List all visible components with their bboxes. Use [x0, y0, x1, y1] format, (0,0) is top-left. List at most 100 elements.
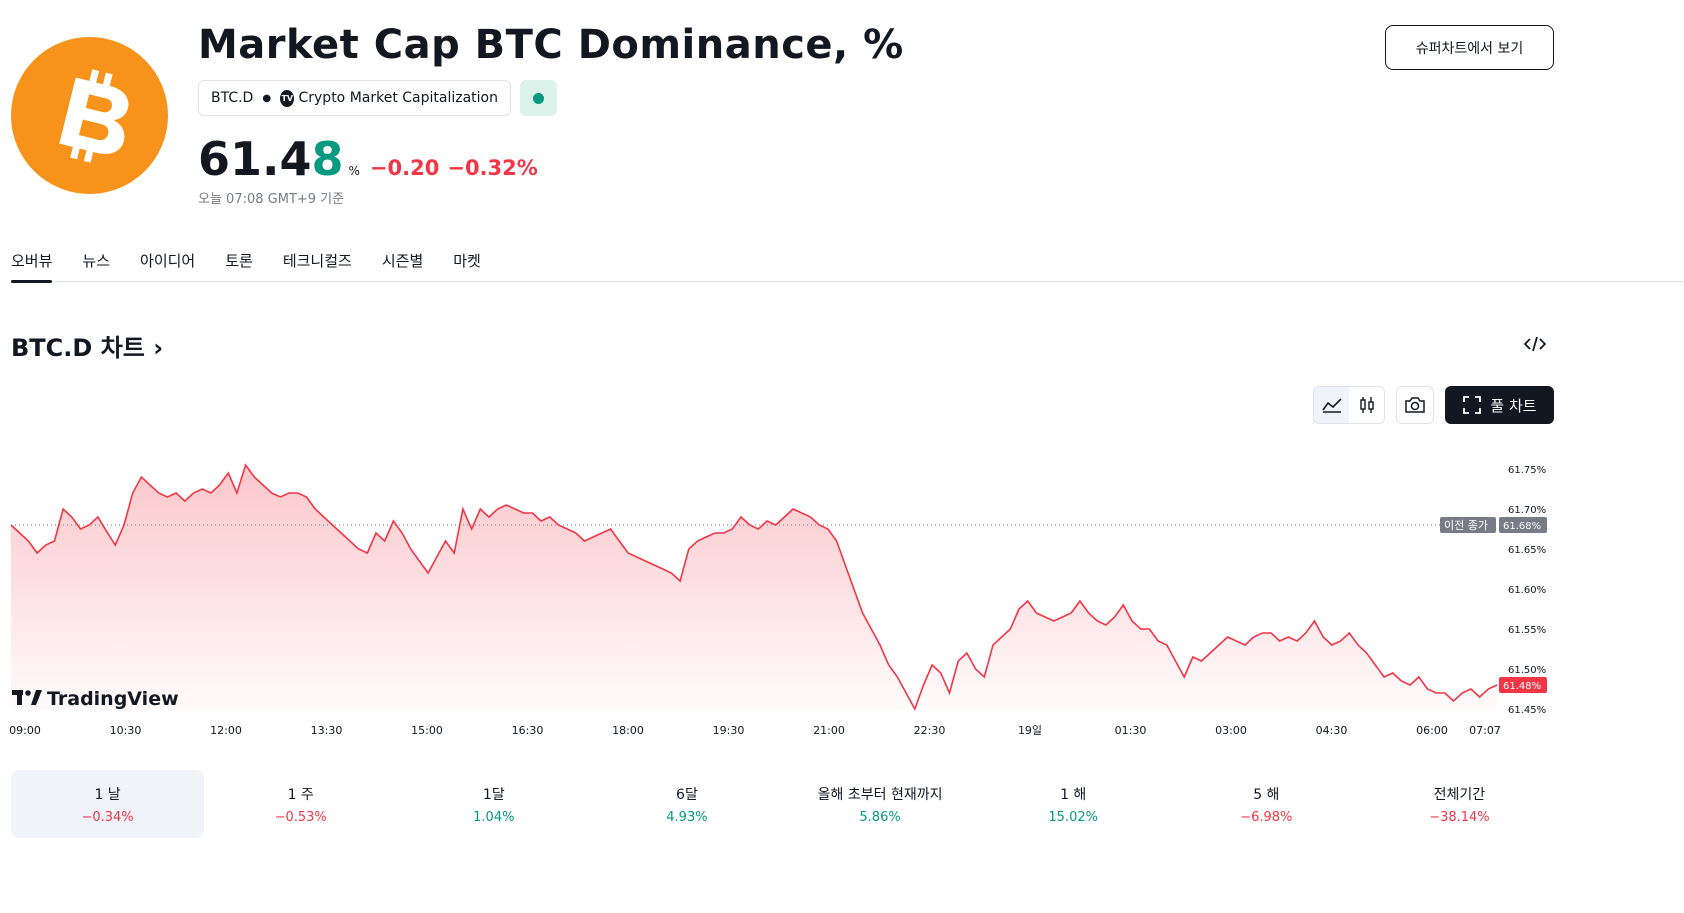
price-area-fill [11, 465, 1497, 710]
x-tick-label: 19:30 [713, 724, 745, 737]
period-1w[interactable]: 1 주 −0.53% [204, 770, 397, 838]
page-title: Market Cap BTC Dominance, % [198, 22, 904, 68]
price-unit: % [348, 164, 360, 178]
period-1y[interactable]: 1 해 15.02% [977, 770, 1170, 838]
tab-ideas[interactable]: 아이디어 [140, 252, 196, 270]
camera-icon [1405, 397, 1425, 413]
tradingview-brand[interactable]: TradingView [12, 688, 179, 710]
full-chart-label: 풀 차트 [1490, 396, 1537, 415]
period-label: 전체기간 [1433, 786, 1486, 803]
tab-markets[interactable]: 마켓 [453, 252, 481, 270]
x-tick-label: 15:00 [411, 724, 443, 737]
candles-chart-button[interactable] [1349, 387, 1384, 423]
period-value: −38.14% [1429, 809, 1490, 825]
previous-close-label: 이전 종가 61.68% [1440, 517, 1547, 533]
tradingview-badge-icon: TV [280, 89, 295, 107]
period-value: −0.34% [81, 809, 134, 825]
period-value: 5.86% [859, 809, 901, 825]
period-5y[interactable]: 5 해 −6.98% [1170, 770, 1363, 838]
symbol-info[interactable]: BTC.D ● TV Crypto Market Capitalization [198, 80, 511, 116]
y-tick-label: 61.65% [1508, 545, 1546, 556]
period-label: 6달 [676, 786, 698, 803]
snapshot-button[interactable] [1396, 386, 1434, 424]
x-tick-label: 09:00 [9, 724, 41, 737]
x-tick-label: 18:00 [612, 724, 644, 737]
price-line [10, 463, 1498, 711]
period-label: 1달 [482, 786, 505, 803]
area-chart-icon [1321, 398, 1342, 413]
full-chart-button[interactable]: 풀 차트 [1445, 386, 1554, 424]
tab-overview[interactable]: 오버뷰 [11, 236, 53, 283]
y-tick-label: 61.50% [1508, 665, 1546, 676]
tab-news[interactable]: 뉴스 [82, 252, 111, 270]
y-tick-label: 61.55% [1508, 625, 1546, 636]
x-tick-label: 19일 [1018, 723, 1042, 737]
price-last-digit: 8 [311, 132, 344, 186]
price-timestamp: 오늘 07:08 GMT+9 기준 [198, 192, 345, 207]
x-tick-label: 21:00 [813, 724, 845, 737]
price-chart[interactable]: 61.75% 61.70% 61.65% 61.60% 61.55% 61.50% 61.4… [0, 440, 1684, 760]
y-tick-label: 61.70% [1508, 505, 1546, 516]
tab-discussion[interactable]: 토론 [225, 252, 253, 270]
period-label: 1 주 [287, 786, 314, 803]
bitcoin-icon [59, 69, 129, 163]
chart-section-title[interactable]: BTC.D 차트 › [11, 328, 163, 363]
period-label: 1 해 [1060, 786, 1087, 803]
period-6m[interactable]: 6달 4.93% [590, 770, 783, 838]
period-ytd[interactable]: 올해 초부터 현재까지 5.86% [784, 770, 977, 838]
price-value: 61.4 [198, 132, 312, 186]
supercharts-button[interactable]: 슈퍼차트에서 보기 [1385, 25, 1554, 70]
symbol-source: Crypto Market Capitalization [298, 90, 498, 106]
period-label: 올해 초부터 현재까지 [817, 786, 943, 803]
period-value: −6.98% [1240, 809, 1293, 825]
last-price-value: 61.48% [1503, 681, 1541, 692]
period-all[interactable]: 전체기간 −38.14% [1363, 770, 1556, 838]
performance-periods: 1 날 −0.34% 1 주 −0.53% 1달 1.04% 6달 4.93% … [11, 770, 1556, 838]
x-tick-label: 16:30 [512, 724, 544, 737]
tab-seasonals[interactable]: 시즌별 [381, 252, 424, 270]
code-embed-icon[interactable] [1524, 335, 1546, 353]
tradingview-brand-text: TradingView [47, 688, 179, 710]
period-value: 1.04% [473, 809, 515, 825]
last-price-label: 61.48% [1499, 677, 1547, 693]
separator-dot: ● [262, 92, 272, 104]
x-tick-label: 10:30 [110, 724, 142, 737]
x-tick-label: 04:30 [1316, 724, 1348, 737]
candlestick-icon [1359, 397, 1374, 413]
price-change-pct: −0.32% [447, 156, 538, 180]
x-tick-label: 01:30 [1115, 724, 1147, 737]
chevron-right-icon: › [153, 334, 164, 362]
period-1m[interactable]: 1달 1.04% [397, 770, 590, 838]
x-tick-label: 13:30 [311, 724, 343, 737]
y-tick-label: 61.45% [1508, 705, 1546, 716]
x-tick-label: 03:00 [1215, 724, 1247, 737]
period-value: −0.53% [274, 809, 327, 825]
price-row: 61.4 8 % −0.20 −0.32% [198, 132, 546, 186]
price-change-abs: −0.20 [369, 156, 440, 180]
y-tick-label: 61.75% [1508, 465, 1546, 476]
x-tick-label: 07:07 [1469, 724, 1501, 737]
x-tick-label: 22:30 [914, 724, 946, 737]
y-tick-label: 61.60% [1508, 585, 1546, 596]
period-value: 4.93% [666, 809, 708, 825]
x-tick-label: 06:00 [1416, 724, 1448, 737]
period-value: 15.02% [1048, 809, 1098, 825]
status-dot-icon [533, 92, 544, 104]
chart-style-toggle [1313, 386, 1385, 424]
previous-close-value: 61.68% [1503, 521, 1541, 532]
chart-section-title-text: BTC.D 차트 [11, 334, 145, 362]
symbol-ticker: BTC.D [211, 90, 254, 106]
y-axis: 61.75% 61.70% 61.65% 61.60% 61.55% 61.50% 61.4… [1508, 465, 1546, 716]
period-1d[interactable]: 1 날 −0.34% [11, 770, 205, 838]
period-label: 1 날 [94, 786, 121, 803]
tab-technicals[interactable]: 테크니컬즈 [282, 252, 352, 270]
fullscreen-icon [1463, 396, 1482, 414]
bitcoin-logo [11, 37, 168, 194]
x-tick-label: 12:00 [210, 724, 242, 737]
tradingview-logo-icon [12, 690, 42, 705]
period-label: 5 해 [1253, 786, 1280, 803]
area-chart-button[interactable] [1314, 387, 1349, 423]
tab-bar: 오버뷰 뉴스 아이디어 토론 테크니컬즈 시즌별 마켓 [11, 236, 1684, 283]
x-axis: 09:00 10:30 12:00 13:30 15:00 16:30 18:00 19:30… [9, 723, 1501, 737]
market-status-indicator[interactable] [520, 80, 557, 116]
